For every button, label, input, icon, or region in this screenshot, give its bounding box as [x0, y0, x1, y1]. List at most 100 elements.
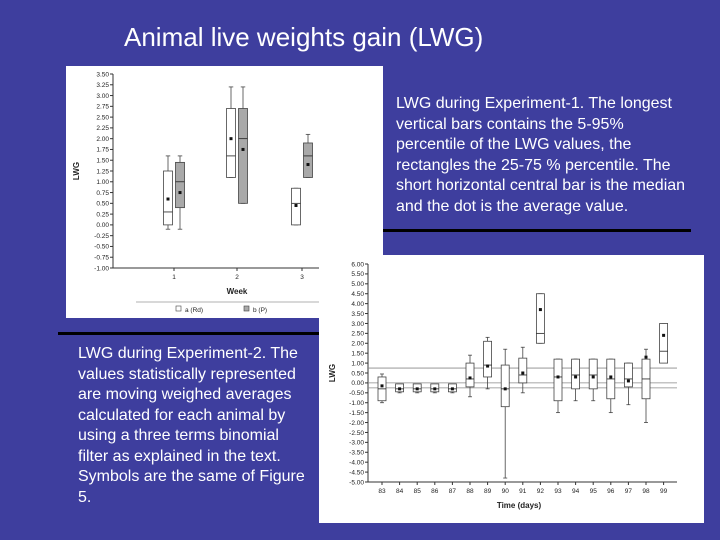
- x-tick-label: 87: [449, 488, 457, 495]
- x-tick-label: 97: [625, 488, 633, 495]
- x-tick-label: 96: [607, 488, 615, 495]
- x-axis-title: Week: [227, 287, 248, 296]
- y-tick-label: -2.50: [349, 430, 364, 437]
- y-tick-label: 6.00: [351, 261, 364, 268]
- box: [500, 364, 510, 408]
- y-tick-label: -1.50: [349, 410, 364, 417]
- legend-label-a: a (Rd): [185, 307, 203, 314]
- y-tick-label: 2.75: [96, 104, 109, 111]
- y-tick-label: 0.25: [96, 211, 109, 218]
- mean-marker: [486, 364, 490, 368]
- x-tick-label: 85: [414, 488, 422, 495]
- mean-marker: [450, 387, 454, 391]
- box: [303, 142, 313, 178]
- y-tick-label: -2.00: [349, 420, 364, 427]
- chart-experiment-2: 6.00 5.50 5.00 4.50 4.00 3.50 3.00 2.50 2.00 1.50…: [328, 261, 677, 510]
- y-tick-label: 0.75: [96, 190, 109, 197]
- mean-marker: [591, 375, 595, 379]
- x-tick-label: 92: [537, 488, 545, 495]
- x-tick-label: 93: [554, 488, 562, 495]
- mean-marker: [521, 371, 525, 375]
- y-tick-label: -1.00: [349, 400, 364, 407]
- y-tick-label: 3.25: [96, 82, 109, 89]
- mean-marker: [229, 137, 233, 141]
- mean-marker: [306, 163, 310, 167]
- x-tick-label: 90: [502, 488, 510, 495]
- y-tick-label: 4.50: [351, 291, 364, 298]
- mean-marker: [433, 387, 437, 391]
- y-tick-label: -0.75: [94, 255, 109, 262]
- y-tick-label: 1.25: [96, 168, 109, 175]
- y-axis-title: LWG: [328, 364, 337, 382]
- mean-marker: [166, 197, 170, 201]
- experiment-2-caption: LWG during Experiment-2. The values stat…: [78, 345, 305, 506]
- chart-experiment-1-panel: 3.50 3.25 3.00 2.75 2.50 2.25 2.00 1.75 1.50 1.25…: [66, 66, 383, 318]
- x-tick-label: 88: [466, 488, 474, 495]
- y-tick-label: 1.75: [96, 147, 109, 154]
- mean-marker: [626, 379, 630, 383]
- legend-label-b: b (P): [253, 307, 267, 314]
- x-tick-label: 84: [396, 488, 404, 495]
- mean-marker: [294, 203, 298, 207]
- divider-line-bottom: [58, 332, 322, 335]
- y-tick-label: -0.25: [94, 233, 109, 240]
- x-tick-label: 83: [378, 488, 386, 495]
- y-tick-label: 1.00: [96, 179, 109, 186]
- divider-line-top: [383, 229, 691, 232]
- box: [238, 108, 248, 204]
- y-tick-label: 0.00: [96, 222, 109, 229]
- y-tick-label: 3.00: [351, 321, 364, 328]
- box: [465, 362, 475, 388]
- y-tick-label: 3.00: [96, 93, 109, 100]
- y-tick-label: 5.00: [351, 281, 364, 288]
- box: [518, 357, 528, 384]
- y-tick-label: 2.50: [96, 114, 109, 121]
- x-tick-label: 91: [519, 488, 527, 495]
- legend-swatch-a: [175, 305, 182, 312]
- y-tick-label: 2.50: [351, 331, 364, 338]
- x-tick-label: 89: [484, 488, 492, 495]
- y-tick-label: -1.00: [94, 265, 109, 272]
- y-tick-label: 1.00: [351, 360, 364, 367]
- box: [483, 340, 493, 378]
- box: [659, 323, 669, 364]
- y-tick-label: 5.50: [351, 271, 364, 278]
- box: [226, 108, 236, 178]
- slide-title: Animal live weights gain (LWG): [124, 22, 484, 52]
- y-axis-title: LWG: [72, 162, 81, 180]
- y-tick-label: -3.50: [349, 450, 364, 457]
- x-tick-label: 86: [431, 488, 439, 495]
- mean-marker: [574, 375, 578, 379]
- x-tick-label: 3: [300, 274, 304, 281]
- y-tick-label: 1.50: [96, 158, 109, 165]
- mean-marker: [398, 387, 402, 391]
- y-tick-label: 0.00: [351, 380, 364, 387]
- mean-marker: [644, 355, 648, 359]
- y-tick-label: 0.50: [351, 370, 364, 377]
- box: [588, 358, 598, 390]
- y-tick-label: 2.00: [96, 136, 109, 143]
- mean-marker: [538, 308, 542, 312]
- x-tick-label: 99: [660, 488, 668, 495]
- chart-experiment-1: 3.50 3.25 3.00 2.75 2.50 2.25 2.00 1.75 1.50 1.25…: [72, 71, 376, 314]
- mean-marker: [241, 147, 245, 151]
- experiment-1-caption: LWG during Experiment-1. The longest ver…: [396, 95, 686, 215]
- y-tick-label: -5.00: [349, 479, 364, 486]
- y-tick-label: -4.00: [349, 459, 364, 466]
- x-axis-title: Time (days): [497, 501, 542, 510]
- x-tick-label: 98: [642, 488, 650, 495]
- y-tick-label: 0.50: [96, 201, 109, 208]
- mean-marker: [380, 384, 384, 388]
- chart-experiment-2-panel: 6.00 5.50 5.00 4.50 4.00 3.50 3.00 2.50 2.00 1.50…: [319, 255, 704, 523]
- y-tick-label: 3.50: [351, 311, 364, 318]
- box: [623, 362, 633, 388]
- y-tick-label: 3.50: [96, 71, 109, 78]
- mean-marker: [503, 387, 507, 391]
- y-tick-label: -3.00: [349, 440, 364, 447]
- legend-swatch-b: [243, 305, 250, 312]
- mean-marker: [556, 375, 560, 379]
- y-tick-label: -0.50: [349, 390, 364, 397]
- box: [553, 358, 563, 402]
- y-tick-label: -0.50: [94, 244, 109, 251]
- box: [535, 293, 545, 344]
